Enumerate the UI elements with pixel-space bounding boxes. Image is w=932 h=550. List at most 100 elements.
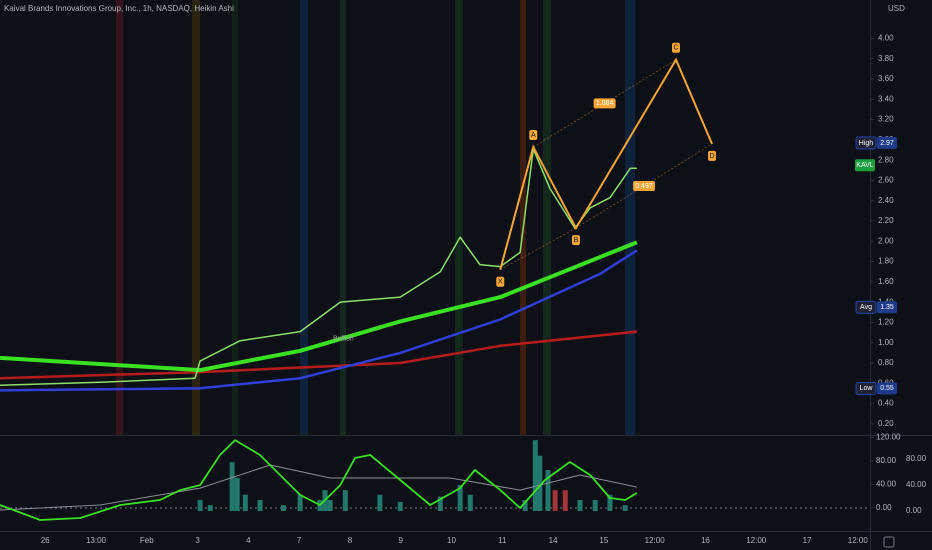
pattern-point-label: X: [498, 279, 503, 286]
x-tick-label: 13:00: [86, 536, 107, 545]
x-tick-label: 10: [447, 536, 456, 545]
stripe: [116, 0, 123, 435]
price-tag-name: Avg: [860, 304, 872, 311]
volume-bar: [229, 462, 235, 512]
x-tick-label: 14: [549, 536, 558, 545]
volume-bar: [532, 440, 538, 512]
stripe: [625, 0, 635, 435]
volume-bar: [377, 494, 383, 512]
line: [0, 464, 638, 511]
ratio-label: 1.884: [596, 100, 614, 107]
y-tick-label: 4.00: [878, 34, 894, 43]
chart-title: Kaival Brands Innovations Group, Inc., 1…: [4, 4, 234, 13]
y-tick-label: 80.00: [876, 456, 897, 465]
x-tick-label: 7: [297, 536, 302, 545]
volume-bar: [457, 484, 463, 512]
pattern-point-label: B: [574, 237, 579, 244]
pattern-point-box: [671, 42, 680, 53]
y-tick-label: 2.80: [878, 155, 894, 164]
settings-icon[interactable]: [883, 536, 895, 548]
price-tag-name: Low: [860, 385, 874, 392]
volume-bar: [522, 499, 528, 512]
volume-bar: [327, 499, 333, 512]
stripe: [192, 0, 200, 435]
volume-bar: [562, 490, 568, 512]
y-tick-label: 1.60: [878, 277, 894, 286]
price-tag-value: 2.97: [880, 140, 894, 147]
price-tag-name-box: [855, 159, 875, 172]
pattern-line: [499, 57, 713, 270]
pattern-point-box: [571, 235, 580, 246]
y-tick-label: 0.80: [878, 358, 894, 367]
volume-bar: [257, 499, 263, 512]
y-tick-label: 3.20: [878, 115, 894, 124]
pattern-point-box: [496, 276, 505, 287]
price-tag-name-box: [855, 300, 877, 314]
y-tick-label: 3.80: [878, 54, 894, 63]
currency: USD: [888, 4, 905, 13]
volume-bar: [342, 490, 348, 512]
stripe: [455, 0, 463, 435]
y-tick-label: 120.00: [876, 433, 901, 442]
y2-tick-label: 80.00: [906, 454, 927, 463]
stripe: [232, 0, 238, 435]
pattern-point-label: D: [710, 153, 715, 160]
volume-bar: [607, 494, 613, 512]
y2-tick-label: 40.00: [906, 480, 927, 489]
ratio-box: [593, 98, 616, 109]
x-tick-label: Feb: [140, 536, 154, 545]
y-tick-label: 2.60: [878, 176, 894, 185]
volume-bar: [592, 499, 598, 512]
x-tick-label: 4: [246, 536, 251, 545]
y-tick-label: 2.40: [878, 196, 894, 205]
y-tick-label: 2.20: [878, 216, 894, 225]
ratio-box: [632, 181, 655, 192]
volume-bar: [197, 499, 203, 512]
stripe: [543, 0, 551, 435]
line: [0, 330, 638, 380]
volume-bar: [467, 494, 473, 512]
pattern-point-box: [708, 150, 717, 161]
price-tag-value-box: [877, 382, 897, 395]
price-tag-name: High: [859, 140, 874, 147]
x-tick-label: 26: [41, 536, 50, 545]
x-tick-label: 15: [599, 536, 608, 545]
x-tick-label: 9: [398, 536, 403, 545]
x-tick-label: 12:00: [848, 536, 869, 545]
line: [0, 439, 638, 521]
price-tag-name-box: [855, 136, 877, 150]
y-tick-label: 1.80: [878, 257, 894, 266]
x-tick-label: 12:00: [645, 536, 666, 545]
volume-bar: [537, 455, 543, 512]
x-tick-label: 12:00: [746, 536, 767, 545]
x-tick-label: 8: [348, 536, 353, 545]
volume-bar: [552, 490, 558, 512]
stripe: [520, 0, 526, 435]
session-stripes: [116, 0, 635, 435]
volume-bar: [242, 494, 248, 512]
price-tag-value-box: [877, 301, 897, 314]
volume-bar: [437, 496, 443, 512]
annotation: Bullish: [333, 335, 354, 342]
y-tick-label: 0.40: [878, 399, 894, 408]
pattern-point-label: C: [673, 45, 678, 52]
y-tick-label: 1.00: [878, 338, 894, 347]
volume-bar: [234, 477, 240, 512]
y-tick-label: 3.60: [878, 74, 894, 83]
pattern-point-label: A: [531, 132, 536, 139]
line: [0, 249, 638, 392]
volume-bar: [622, 505, 628, 512]
pattern-point-box: [529, 129, 538, 140]
ratio-label: 0.497: [635, 183, 653, 190]
y-tick-label: 40.00: [876, 480, 897, 489]
y-tick-label: 3.40: [878, 94, 894, 103]
volume-bar: [545, 470, 551, 512]
y2-tick-label: 0.00: [906, 506, 922, 515]
y-tick-label: 0.20: [878, 419, 894, 428]
x-tick-label: 16: [701, 536, 710, 545]
volume-bar: [577, 499, 583, 512]
price-tag-name: KAVL: [856, 162, 873, 169]
